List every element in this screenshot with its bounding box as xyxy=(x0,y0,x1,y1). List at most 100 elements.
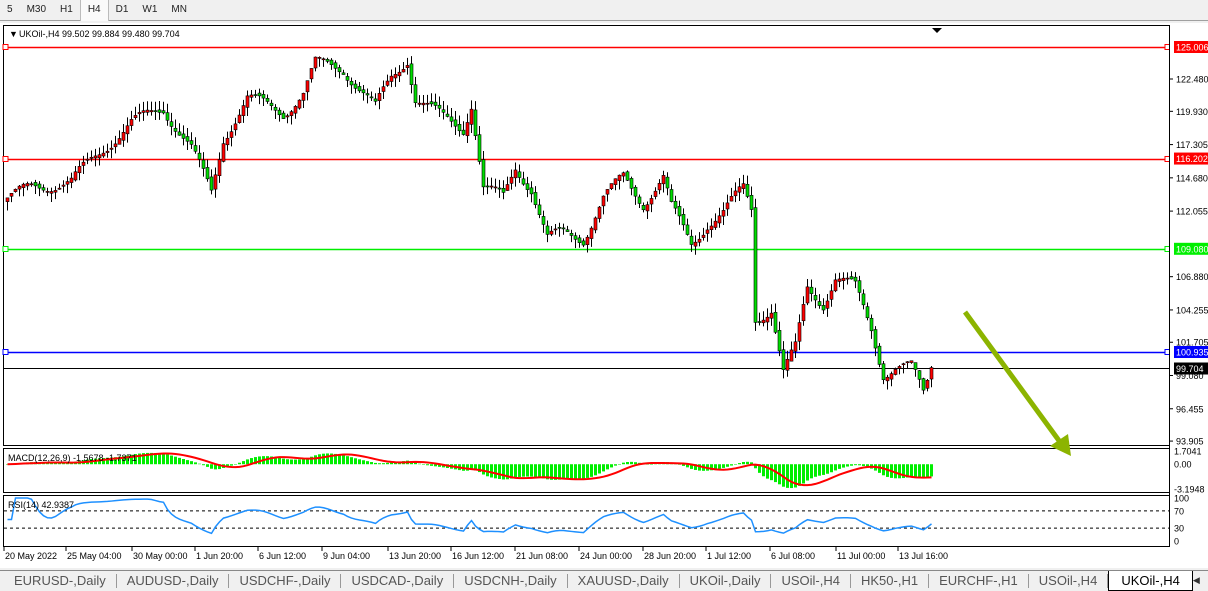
macd-histogram-bar xyxy=(274,457,277,465)
tab-usdcnh-daily[interactable]: USDCNH-,Daily xyxy=(454,573,568,588)
macd-histogram-bar xyxy=(698,464,701,471)
tab-ukoil-daily[interactable]: UKOil-,Daily xyxy=(680,573,772,588)
candle xyxy=(221,136,226,163)
macd-histogram-bar xyxy=(218,464,221,470)
macd-histogram-bar xyxy=(690,464,693,469)
candle xyxy=(633,185,638,205)
candle xyxy=(689,229,694,252)
macd-histogram-bar xyxy=(490,464,493,478)
tab-hk50-h1[interactable]: HK50-,H1 xyxy=(851,573,930,588)
candle xyxy=(53,186,58,200)
timeframe-h4[interactable]: H4 xyxy=(79,0,109,21)
tab-eurchf-h1[interactable]: EURCHF-,H1 xyxy=(929,573,1029,588)
candle xyxy=(353,79,358,94)
level-handle-left[interactable] xyxy=(2,44,9,50)
macd-histogram-bar xyxy=(382,463,385,465)
level-handle-left[interactable] xyxy=(2,349,9,355)
macd-histogram-bar xyxy=(542,464,545,479)
tab-usdchf-daily[interactable]: USDCHF-,Daily xyxy=(229,573,342,588)
chart-canvas[interactable]: ▼ UKOil-,H4 99.502 99.884 99.480 99.704 … xyxy=(0,23,1208,568)
candle xyxy=(285,113,290,124)
macd-histogram-bar xyxy=(710,464,713,471)
level-handle-left[interactable] xyxy=(2,156,9,162)
tab-usdcad-daily[interactable]: USDCAD-,Daily xyxy=(341,573,455,588)
candle xyxy=(125,117,130,143)
collapse-triangle-icon[interactable]: ▼ xyxy=(9,29,18,39)
tab-eurusd-daily[interactable]: EURUSD-,Daily xyxy=(0,573,117,588)
macd-histogram-bar xyxy=(726,464,729,467)
candle xyxy=(453,111,458,136)
tab-usoil-h4-2[interactable]: USOil-,H4 xyxy=(1029,573,1109,588)
level-price-label: 109.080 xyxy=(1176,244,1208,254)
macd-histogram-bar xyxy=(386,462,389,465)
macd-histogram-bar xyxy=(422,464,425,465)
price-tick-label: 96.455 xyxy=(1176,404,1204,414)
candle xyxy=(377,87,382,110)
candle xyxy=(193,137,198,154)
macd-histogram-bar xyxy=(582,464,585,479)
candle xyxy=(845,272,850,285)
macd-histogram-bar xyxy=(114,457,117,465)
candle xyxy=(69,172,74,189)
timeframe-w1[interactable]: W1 xyxy=(142,4,158,15)
candle xyxy=(33,179,38,195)
macd-label: MACD(12,26,9) -1.5678 -1.7371 xyxy=(8,453,137,463)
macd-histogram-bar xyxy=(506,464,509,480)
candle xyxy=(257,88,262,105)
macd-histogram-bar xyxy=(854,464,857,466)
macd-histogram-bar xyxy=(578,464,581,479)
rsi-tick-label: 0 xyxy=(1174,537,1179,547)
candle xyxy=(573,232,578,249)
chart-window[interactable]: ▼ UKOil-,H4 99.502 99.884 99.480 99.704 … xyxy=(0,23,1208,568)
tab-ukoil-h4[interactable]: UKOil-,H4 xyxy=(1108,570,1193,591)
tab-audusd-daily[interactable]: AUDUSD-,Daily xyxy=(117,573,230,588)
time-tick-label: 6 Jul 08:00 xyxy=(771,551,815,561)
timeframe-mn[interactable]: MN xyxy=(171,4,187,15)
macd-histogram-bar xyxy=(626,461,629,465)
price-tick-label: 101.705 xyxy=(1176,338,1208,348)
timeframe-m30[interactable]: M30 xyxy=(26,4,47,15)
timeframe-d1[interactable]: D1 xyxy=(115,4,129,15)
candle xyxy=(557,222,562,237)
candle xyxy=(597,205,602,223)
macd-histogram-bar xyxy=(514,464,517,478)
shift-marker-icon[interactable] xyxy=(932,28,942,33)
macd-histogram-bar xyxy=(206,464,209,467)
timeframe-m5[interactable]: 5 xyxy=(7,4,13,15)
tab-usoil-h4[interactable]: USOil-,H4 xyxy=(771,573,851,588)
candle xyxy=(785,350,790,377)
macd-histogram-bar xyxy=(730,464,733,466)
candle xyxy=(877,343,882,368)
trend-arrow-head-icon[interactable] xyxy=(1050,434,1071,456)
candle xyxy=(301,92,306,108)
macd-histogram-bar xyxy=(546,464,549,480)
candle xyxy=(585,234,590,253)
candle xyxy=(625,170,630,181)
trend-arrow-shaft[interactable] xyxy=(962,310,1063,444)
macd-histogram-bar xyxy=(390,462,393,465)
macd-histogram-bar xyxy=(634,462,637,465)
tab-xauusd-daily[interactable]: XAUUSD-,Daily xyxy=(568,573,680,588)
candle xyxy=(857,275,862,302)
candle xyxy=(653,187,658,200)
macd-histogram-bar xyxy=(766,464,769,479)
macd-histogram-bar xyxy=(178,457,181,465)
candle xyxy=(885,374,890,390)
candle xyxy=(805,278,810,306)
candle xyxy=(413,76,418,108)
candle xyxy=(157,101,162,120)
candle xyxy=(21,182,26,197)
candle xyxy=(497,179,502,198)
candle xyxy=(169,112,174,136)
macd-histogram-bar xyxy=(694,464,697,470)
candle xyxy=(393,67,398,87)
timeframe-h1[interactable]: H1 xyxy=(60,4,73,15)
macd-histogram-bar xyxy=(278,457,281,465)
tab-scroll-left-icon[interactable]: ◀ xyxy=(1192,575,1200,585)
candle xyxy=(509,169,514,190)
macd-histogram-bar xyxy=(614,464,617,466)
macd-histogram-bar xyxy=(618,464,621,465)
candle xyxy=(105,143,110,158)
level-handle-left[interactable] xyxy=(2,246,9,252)
macd-histogram-bar xyxy=(682,464,685,466)
